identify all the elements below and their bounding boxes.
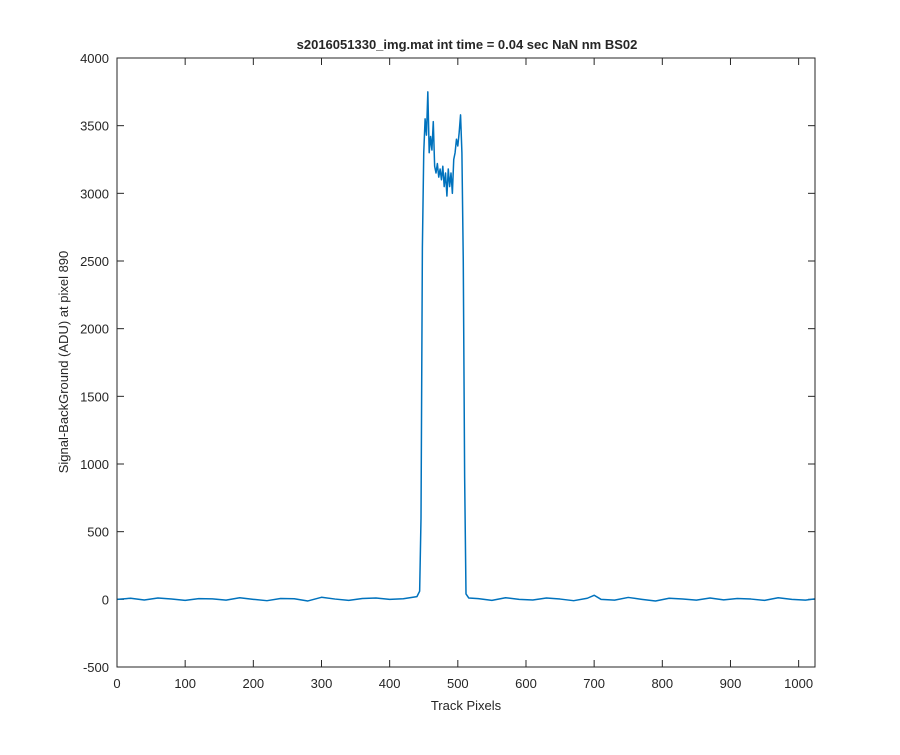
y-tick-label: -500 bbox=[83, 660, 109, 675]
y-tick-label: 3000 bbox=[80, 186, 109, 201]
y-tick-label: 1500 bbox=[80, 389, 109, 404]
x-tick-label: 200 bbox=[242, 676, 264, 691]
y-tick-label: 4000 bbox=[80, 51, 109, 66]
x-axis-ticks: 0 100 200 300 400 500 600 700 800 900 1000 bbox=[113, 58, 813, 691]
series-line bbox=[116, 91, 816, 602]
x-tick-label: 900 bbox=[720, 676, 742, 691]
x-tick-label: 100 bbox=[174, 676, 196, 691]
y-tick-label: 0 bbox=[102, 592, 109, 607]
x-tick-label: 300 bbox=[311, 676, 333, 691]
y-tick-label: 1000 bbox=[80, 457, 109, 472]
y-tick-label: 2000 bbox=[80, 322, 109, 337]
x-tick-label: 400 bbox=[379, 676, 401, 691]
chart-title: s2016051330_img.mat int time = 0.04 sec … bbox=[297, 37, 638, 52]
plot-frame bbox=[116, 57, 816, 668]
x-tick-label: 500 bbox=[447, 676, 469, 691]
x-tick-label: 1000 bbox=[784, 676, 813, 691]
x-tick-label: 800 bbox=[651, 676, 673, 691]
x-tick-label: 0 bbox=[113, 676, 120, 691]
y-tick-label: 3500 bbox=[80, 119, 109, 134]
y-tick-label: 500 bbox=[87, 525, 109, 540]
y-axis-label: Signal-BackGround (ADU) at pixel 890 bbox=[56, 251, 71, 474]
y-tick-label: 2500 bbox=[80, 254, 109, 269]
x-axis-label: Track Pixels bbox=[431, 698, 502, 713]
x-tick-label: 700 bbox=[583, 676, 605, 691]
x-tick-label: 600 bbox=[515, 676, 537, 691]
